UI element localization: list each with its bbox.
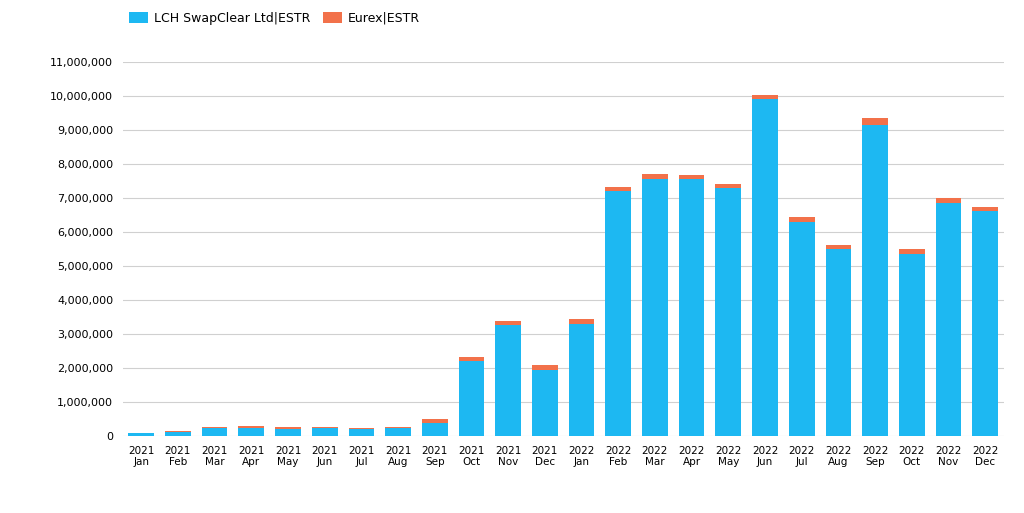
Bar (605, 187, 631, 191)
Bar (202, 428, 227, 436)
Bar (642, 179, 668, 436)
Bar (459, 361, 484, 436)
Bar (899, 254, 925, 436)
Bar (128, 433, 154, 436)
Bar (825, 249, 851, 436)
Bar (385, 428, 411, 436)
Bar (165, 430, 190, 431)
Bar (716, 188, 741, 436)
Bar (936, 203, 962, 436)
Bar (422, 419, 447, 423)
Bar (496, 321, 521, 325)
Bar (496, 325, 521, 436)
Bar (532, 370, 558, 436)
Bar (825, 245, 851, 249)
Bar (239, 427, 264, 436)
Bar (385, 427, 411, 428)
Legend: LCH SwapClear Ltd|ESTR, Eurex|ESTR: LCH SwapClear Ltd|ESTR, Eurex|ESTR (129, 12, 420, 25)
Bar (642, 174, 668, 179)
Bar (348, 429, 374, 436)
Bar (899, 249, 925, 254)
Bar (788, 217, 814, 222)
Bar (753, 99, 778, 436)
Bar (165, 431, 190, 436)
Bar (679, 179, 705, 436)
Bar (202, 426, 227, 428)
Bar (716, 184, 741, 188)
Bar (973, 207, 998, 211)
Bar (679, 174, 705, 179)
Bar (275, 427, 301, 428)
Bar (422, 423, 447, 436)
Bar (862, 125, 888, 436)
Bar (239, 426, 264, 427)
Bar (753, 94, 778, 99)
Bar (973, 211, 998, 436)
Bar (788, 222, 814, 436)
Bar (936, 198, 962, 203)
Bar (605, 191, 631, 436)
Bar (532, 365, 558, 370)
Bar (312, 428, 338, 436)
Bar (312, 427, 338, 428)
Bar (128, 432, 154, 433)
Bar (568, 324, 594, 436)
Bar (568, 319, 594, 324)
Bar (348, 428, 374, 429)
Bar (275, 428, 301, 436)
Bar (459, 357, 484, 361)
Bar (862, 117, 888, 125)
